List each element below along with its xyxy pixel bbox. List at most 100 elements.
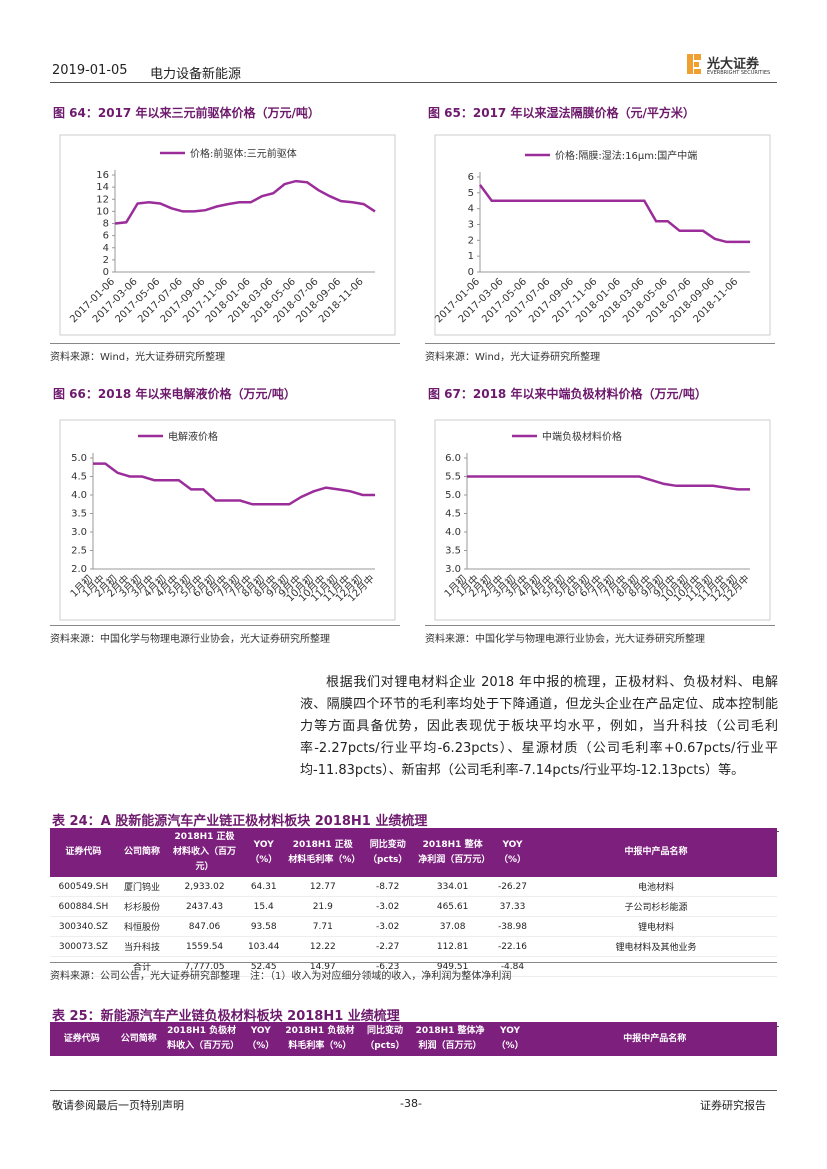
table-cell: -8.72 [360,877,416,897]
legend-label: 电解液价格 [168,430,218,443]
chart: 2.02.53.03.54.04.55.01月初1月中2月初2月中3月初3月中4… [59,419,396,621]
y-tick-label: 14 [96,182,109,193]
table-row: 600549.SH 厦门钨业 2,933.02 64.31 12.77 -8.72 334.… [50,877,777,897]
table-cell: 电池材料 [534,877,777,897]
table-header-cell: 2018H1 正极材料收入（百万元） [167,828,243,877]
legend-label: 价格:前驱体:三元前驱体 [190,147,297,160]
footer-left: 敬请参阅最后一页特别声明 [52,1099,184,1112]
table-cell: 当升科技 [116,936,168,957]
table-cell: 杉杉股份 [116,896,168,917]
table-note: 资料来源：公司公告，光大证券研究部整理 注：（1）收入为对应细分领域的收入，净利… [50,962,777,982]
table-cell: -2.27 [360,936,416,957]
table-header-cell: 证券代码 [50,1022,114,1056]
y-tick-label: 2.5 [71,546,87,557]
table: 证券代码 公司简称 2018H1 负极材料收入（百万元） YOY（%） 2018H1 负… [50,1022,777,1056]
y-tick-label: 4.0 [445,527,461,538]
table-cell: 锂电材料 [534,916,777,937]
line [478,184,750,244]
y-tick-label: 5.5 [445,472,461,483]
table-cell: -3.02 [360,916,416,937]
table-header-cell: YOY（%） [239,1022,283,1056]
table-header-cell: 2018H1 负极材料收入（百万元） [164,1022,240,1056]
table-row: 合计 7,777.05 52.45 14.97 -6.23 949.51 -4.84 [50,956,777,977]
table-cell: 600884.SH [50,896,117,917]
y-tick-label: 4 [103,243,109,254]
table-cell: 14.97 [285,956,361,977]
line [93,462,375,506]
chart: 02468101214162017-01-062017-03-062017-05… [59,134,396,336]
y-tick-label: 0 [468,267,474,278]
footer-center: -38- [400,1097,422,1110]
y-tick-label: 10 [96,206,109,217]
table-row: 300073.SZ 当升科技 1559.54 103.44 12.22 -2.27 112.… [50,936,777,957]
table-cell: 12.22 [285,936,361,957]
table-cell: 37.08 [415,916,490,937]
table-cell: 7,777.05 [167,956,243,977]
table-header-cell: 2018H1 整体净利润（百万元） [412,1022,488,1056]
y-tick-label: 5 [468,188,474,199]
table-cell: 2437.43 [167,896,243,917]
y-tick-label: 4.0 [71,490,87,501]
y-tick-label: 6 [468,172,474,183]
table-header-cell: 2018H1 负极材料毛利率（%） [282,1022,358,1056]
line [467,475,750,491]
table-cell: 子公司杉杉能源 [534,896,777,917]
table-header-cell: YOY（%） [490,828,535,877]
logo-icon [687,54,701,74]
logo-text-en: EVERBRIGHT SECURITIES [707,70,771,76]
y-tick-label: 4.5 [71,472,87,483]
table-header-row: 证券代码 公司简称 2018H1 正极材料收入（百万元） YOY（%） 2018H1 正… [50,828,777,877]
table-cell: 15.4 [242,896,286,917]
y-tick-label: 3 [468,220,474,231]
y-tick-label: 2 [103,255,109,266]
chart: 3.03.54.04.55.05.56.01月初1月中2月初2月中3月初3月中4… [434,419,771,621]
y-tick-label: 16 [96,170,109,181]
y-tick-label: 8 [103,219,109,230]
paragraph: 根据我们对锂电材料企业 2018 年中报的梳理，正极材料、负极材料、电解液、隔膜… [300,675,778,778]
table-cell: 949.51 [415,956,490,977]
y-tick-label: 4 [468,204,474,215]
figure-title: 图 66：2018 年以来电解液价格（万元/吨） [53,387,296,401]
table-cell: 12.77 [285,877,361,897]
table-cell: 2,933.02 [167,877,243,897]
y-tick-label: 0 [103,267,109,278]
table-cell: -38.98 [490,916,535,937]
chart-frame [434,419,771,621]
table-cell: 科恒股份 [116,916,168,937]
y-tick-label: 3.0 [445,564,461,575]
table-cell: 7.71 [285,916,361,937]
line [114,179,376,225]
figure-title: 图 64：2017 年以来三元前驱体价格（万元/吨） [53,106,320,120]
table-cell: 112.81 [415,936,490,957]
y-tick-label: 1 [468,251,474,262]
footer-rule [50,1090,777,1091]
figure-title: 图 65：2017 年以来湿法隔膜价格（元/平方米） [428,106,695,120]
header-rule [50,82,777,83]
y-tick-label: 3.5 [445,546,461,557]
table-header-cell: 公司简称 [113,1022,165,1056]
table-cell: -3.02 [360,896,416,917]
table-cell: -4.84 [490,956,535,977]
table-cell: 1559.54 [167,936,243,957]
figure-source: 资料来源：Wind，光大证券研究所整理 [425,343,775,363]
y-tick-label: 2.0 [71,564,87,575]
y-tick-label: 3.5 [71,509,87,520]
table-header-cell: 中报中产品名称 [534,828,777,877]
table-row: 600884.SH 杉杉股份 2437.43 15.4 21.9 -3.02 465.61 3… [50,896,777,917]
logo-text: 光大证券 [707,57,760,72]
table-header-cell: 2018H1 正极材料毛利率（%） [285,828,360,877]
table: 证券代码 公司简称 2018H1 正极材料收入（百万元） YOY（%） 2018H1 正… [50,828,777,977]
table-cell: 锂电材料及其他业务 [534,936,777,957]
table-cell: -6.23 [360,956,416,977]
footer-right: 证券研究报告 [700,1099,766,1112]
table-cell [50,956,117,977]
table-header-row: 证券代码 公司简称 2018H1 负极材料收入（百万元） YOY（%） 2018H1 负… [50,1022,777,1056]
legend-label: 中端负极材料价格 [542,430,622,443]
table-header-cell: 2018H1 整体净利润（百万元） [415,828,490,877]
table-cell [534,956,777,977]
y-tick-label: 12 [96,194,109,205]
table-cell: 300073.SZ [50,936,117,957]
table-cell: 600549.SH [50,877,117,897]
chart-frame [434,134,771,336]
